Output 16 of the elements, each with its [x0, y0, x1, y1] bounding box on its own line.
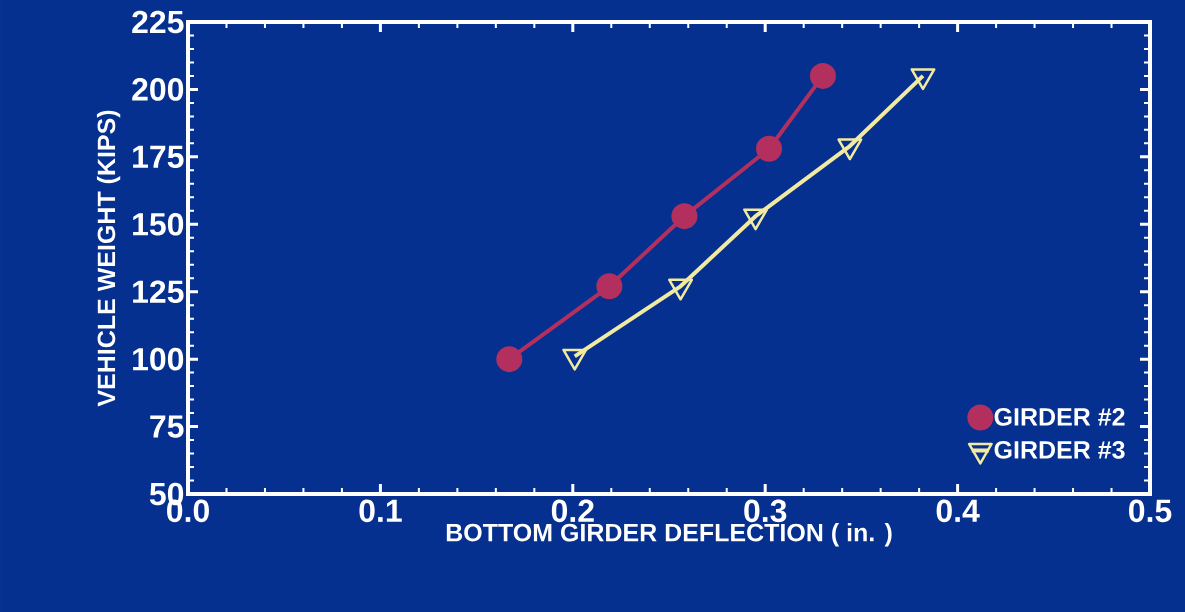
- x-tick-label: 0.1: [359, 499, 402, 523]
- y-tick-label: 125: [133, 280, 184, 304]
- y-axis-title: VEHICLE WEIGHT (KIPS): [96, 110, 121, 407]
- legend-label: GIRDER #2: [994, 408, 1125, 426]
- x-tick-label: 0.4: [936, 499, 980, 523]
- x-tick-label: 0.3: [744, 499, 787, 523]
- x-tick-label: 0.5: [1129, 499, 1172, 523]
- x-axis-title: BOTTOM GIRDER DEFLECTION ( in. ): [446, 523, 892, 547]
- y-tick-label: 225: [132, 10, 184, 34]
- y-tick-label: 150: [133, 212, 184, 236]
- y-tick-label: 200: [132, 78, 184, 101]
- y-tick-label: 175: [133, 145, 184, 169]
- y-tick-label: 100: [133, 347, 184, 371]
- legend-label: GIRDER #3: [994, 440, 1125, 459]
- x-tick-label: 0.2: [551, 499, 594, 523]
- y-tick-label: 75: [150, 415, 184, 438]
